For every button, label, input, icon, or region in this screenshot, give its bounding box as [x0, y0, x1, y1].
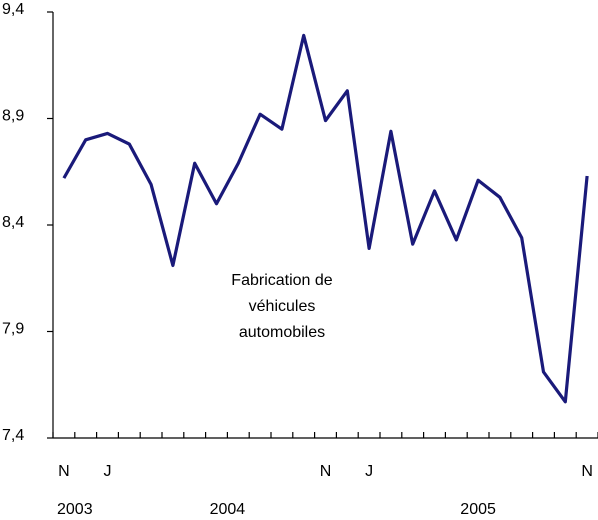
x-tick-label: N: [320, 463, 332, 480]
x-tick-label: J: [365, 463, 373, 480]
x-group-label: 2003: [57, 501, 93, 518]
y-tick-label: 7,4: [2, 427, 24, 444]
annotation: automobiles: [239, 324, 325, 341]
x-tick-label: J: [104, 463, 112, 480]
y-tick-label: 8,4: [2, 214, 24, 231]
y-tick-label: 9,4: [2, 1, 24, 18]
y-tick-label: 8,9: [2, 108, 24, 125]
y-tick-label: 7,9: [2, 321, 24, 338]
annotation: véhicules: [249, 298, 316, 315]
x-group-label: 2004: [210, 501, 246, 518]
annotation: Fabrication de: [231, 272, 332, 289]
data-line: [62, 33, 589, 404]
x-tick-label: N: [58, 463, 70, 480]
x-group-label: 2005: [460, 501, 496, 518]
x-tick-label: N: [581, 463, 593, 480]
